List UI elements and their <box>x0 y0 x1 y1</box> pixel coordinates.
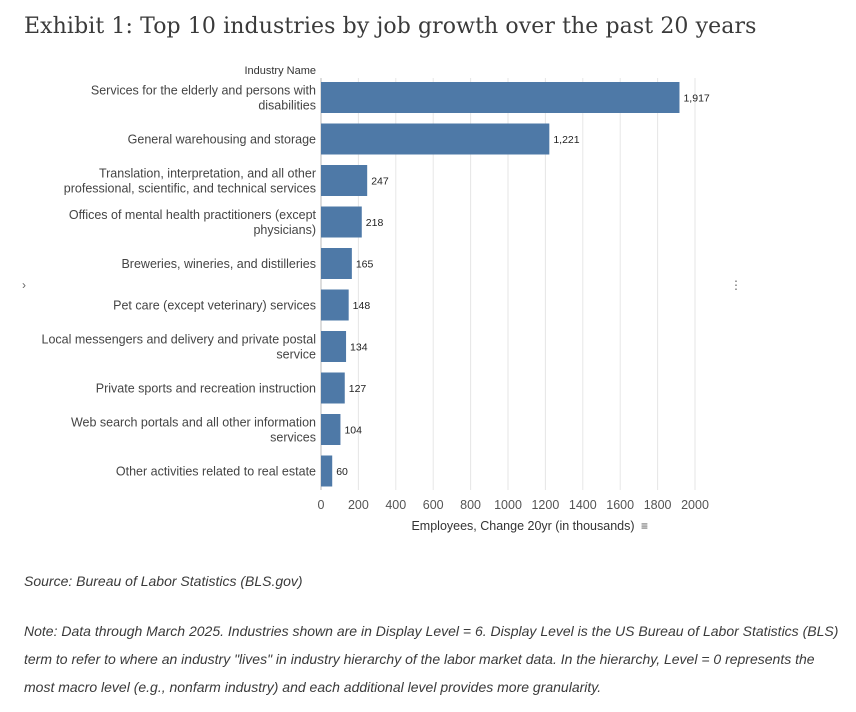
footnote: Note: Data through March 2025. Industrie… <box>24 623 839 695</box>
data-label: 1,917 <box>683 93 709 105</box>
x-tick-label: 1800 <box>644 498 672 512</box>
data-label: 134 <box>350 342 368 354</box>
exhibit-title: Exhibit 1: Top 10 industries by job grow… <box>24 14 757 39</box>
data-label: 165 <box>356 259 374 271</box>
data-label: 218 <box>366 217 384 229</box>
source-note: Source: Bureau of Labor Statistics (BLS.… <box>24 573 303 589</box>
category-label: Breweries, wineries, and distilleries <box>121 257 316 271</box>
bar <box>321 331 347 362</box>
bar <box>321 206 362 238</box>
x-tick-label: 600 <box>423 498 444 512</box>
category-label: Private sports and recreation instructio… <box>96 382 316 396</box>
category-label: service <box>276 348 316 362</box>
category-label: Offices of mental health practitioners (… <box>69 208 317 222</box>
bar <box>321 289 349 321</box>
category-label: physicians) <box>253 223 316 237</box>
category-label: Other activities related to real estate <box>116 465 316 479</box>
category-label: Local messengers and delivery and privat… <box>42 333 316 347</box>
x-tick-label: 400 <box>385 498 406 512</box>
data-label: 247 <box>371 176 389 188</box>
data-label: 104 <box>344 425 362 437</box>
category-header: Industry Name <box>244 65 316 77</box>
left-scroll-marker: › <box>22 278 26 292</box>
category-label: disabilities <box>258 99 316 113</box>
x-tick-label: 1200 <box>531 498 559 512</box>
category-label: Translation, interpretation, and all oth… <box>99 167 316 181</box>
category-label: Pet care (except veterinary) services <box>113 299 316 313</box>
sort-icon: ≡ <box>641 519 648 533</box>
bar <box>321 248 352 279</box>
bar <box>321 414 341 445</box>
x-tick-label: 800 <box>460 498 481 512</box>
data-label: 60 <box>336 466 348 478</box>
x-tick-label: 1000 <box>494 498 522 512</box>
data-label: 127 <box>349 383 367 395</box>
data-label: 1,221 <box>553 134 579 146</box>
bar <box>321 455 333 487</box>
bar-chart: 0 200 400 600 800 1000 1200 1400 1600 1800 2000 Ind… <box>42 65 710 533</box>
bar <box>321 123 550 155</box>
data-label: 148 <box>353 300 371 312</box>
bar <box>321 165 368 196</box>
x-tick-label: 0 <box>318 498 325 512</box>
x-axis-title: Employees, Change 20yr (in thousands) <box>411 519 634 533</box>
category-label: Services for the elderly and persons wit… <box>91 84 316 98</box>
right-scroll-marker: ⋮ <box>730 278 742 292</box>
bar <box>321 372 345 404</box>
x-tick-label: 1600 <box>606 498 634 512</box>
x-tick-label: 200 <box>348 498 369 512</box>
category-label: services <box>270 431 316 445</box>
category-label: General warehousing and storage <box>128 133 316 147</box>
category-label: professional, scientific, and technical … <box>64 182 316 196</box>
bar <box>321 82 680 113</box>
x-tick-label: 2000 <box>681 498 709 512</box>
x-tick-label: 1400 <box>569 498 597 512</box>
category-label: Web search portals and all other informa… <box>71 416 316 430</box>
